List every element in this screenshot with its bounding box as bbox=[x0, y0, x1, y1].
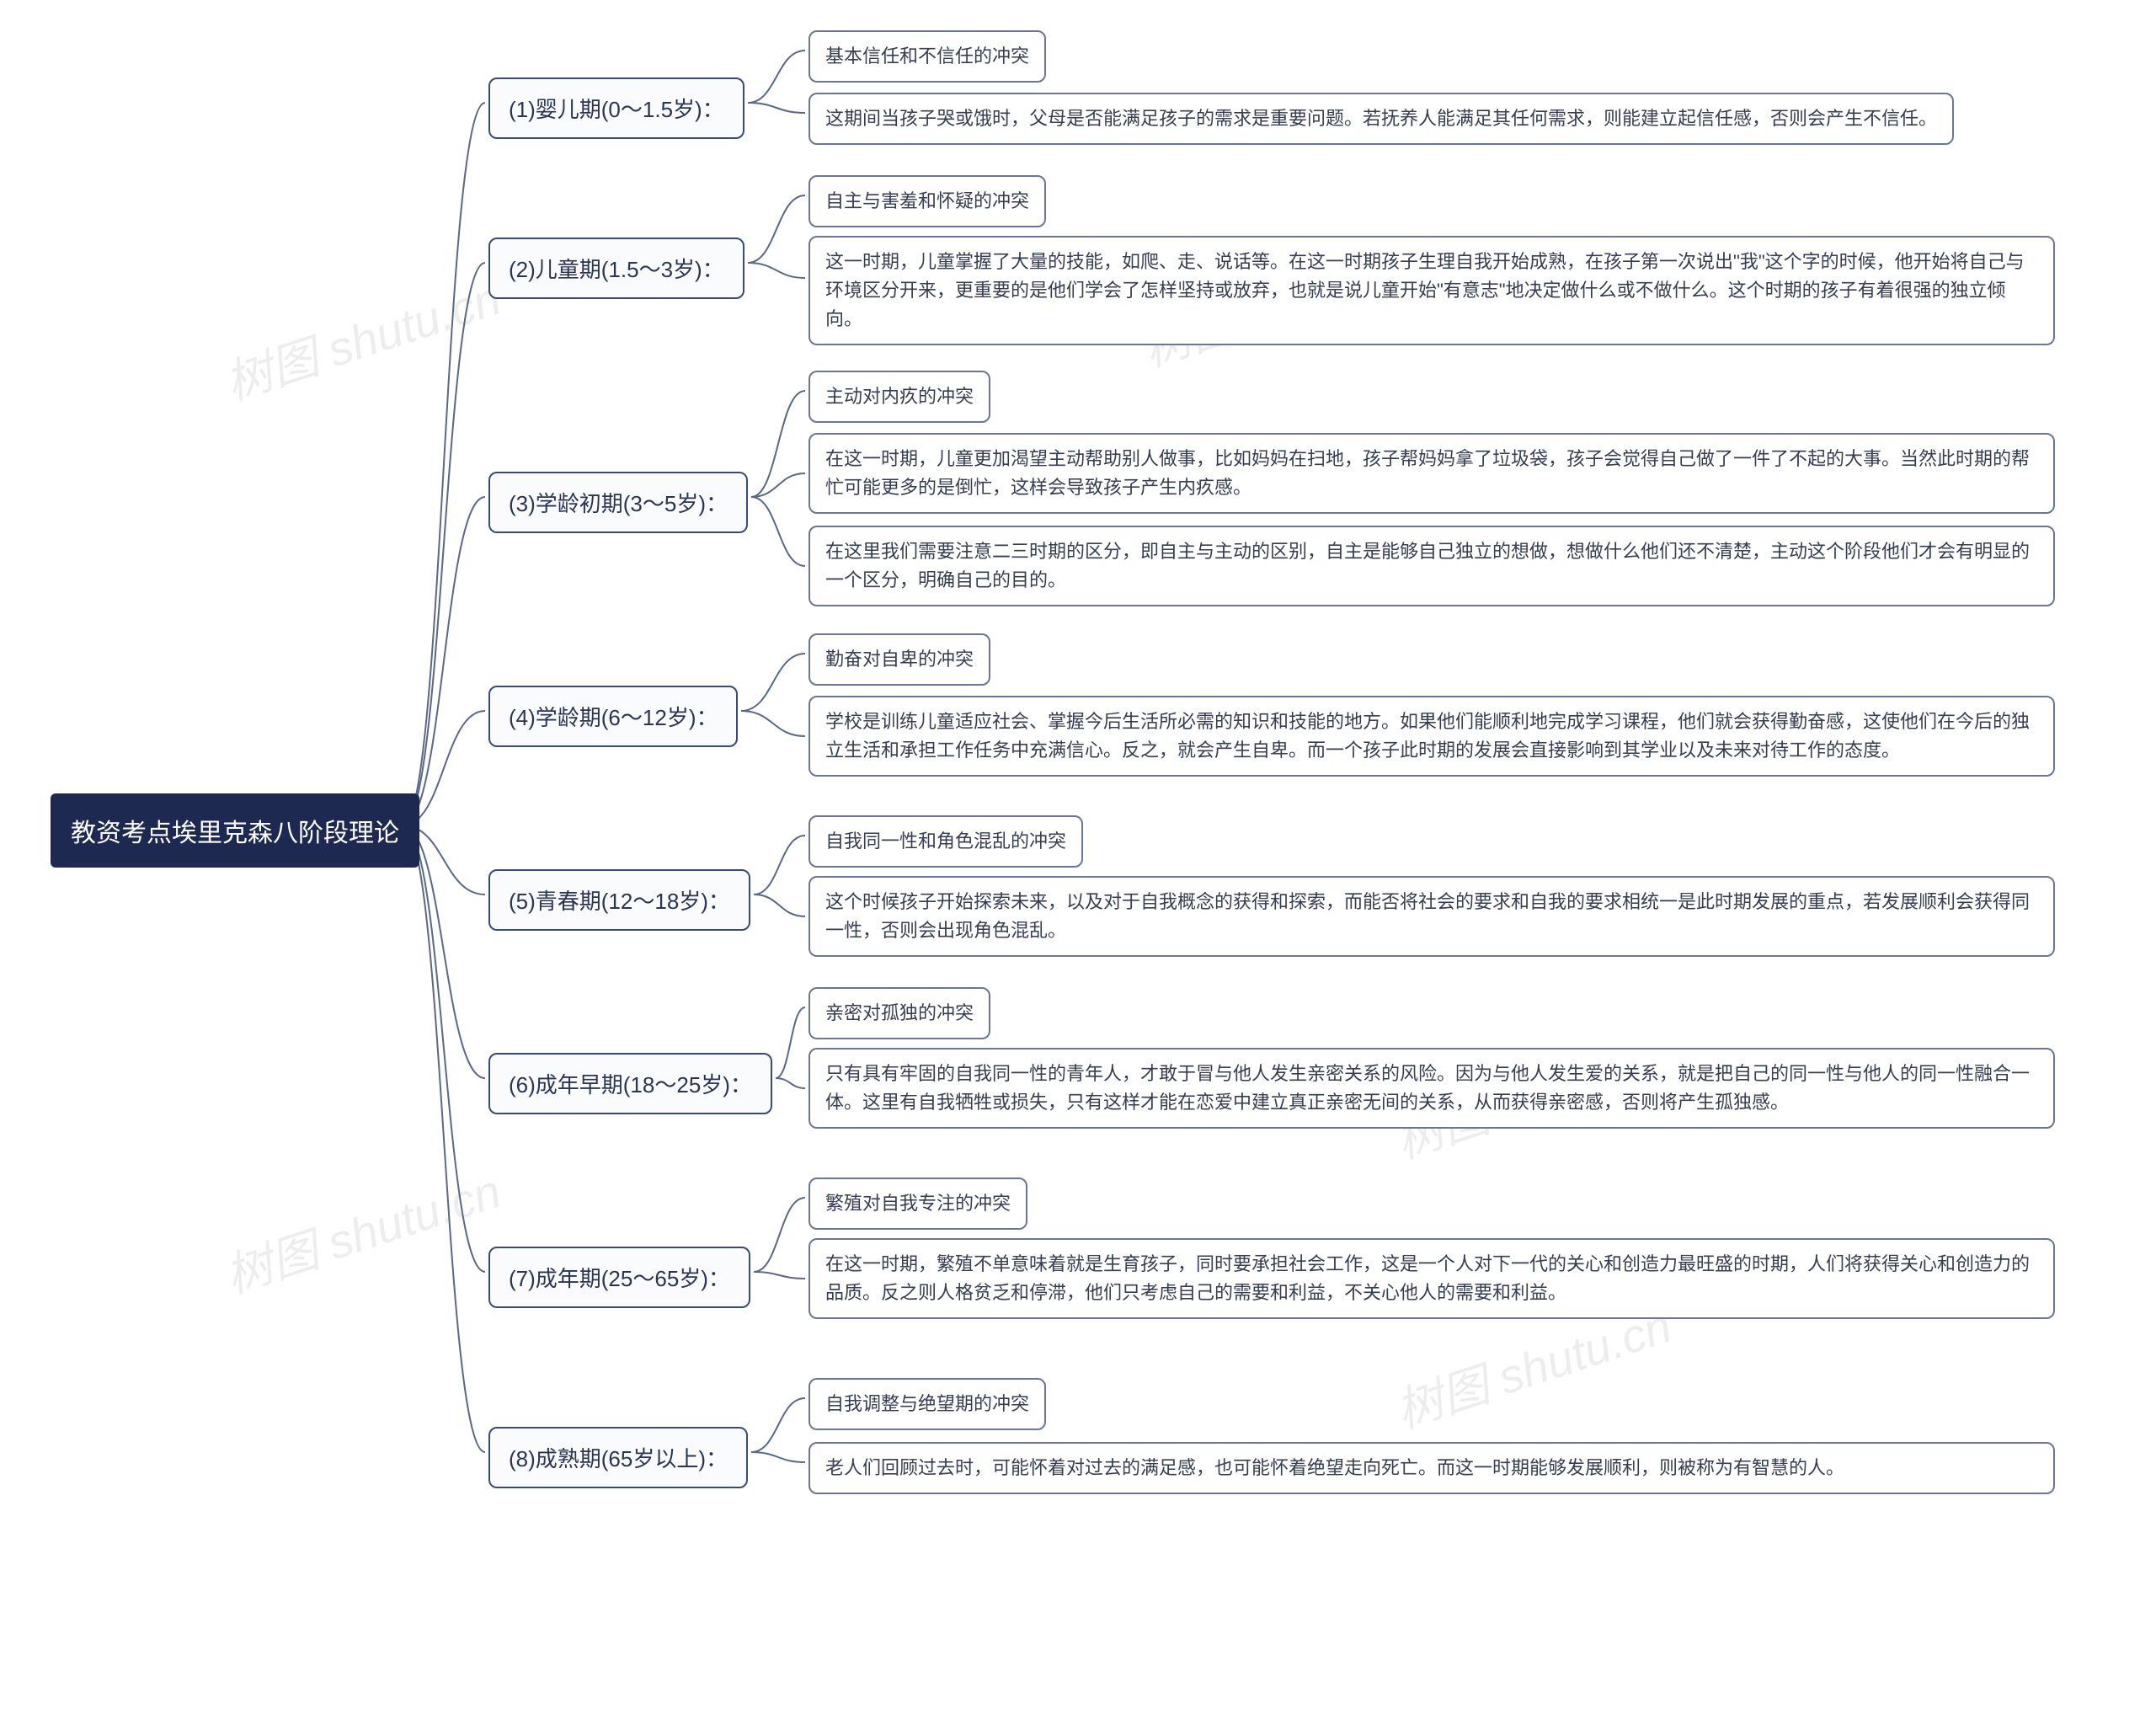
stage-node-5[interactable]: (5)青春期(12～18岁)： bbox=[488, 869, 750, 931]
detail-node[interactable]: 在这一时期，儿童更加渴望主动帮助别人做事，比如妈妈在扫地，孩子帮妈妈拿了垃圾袋，… bbox=[808, 433, 2055, 514]
stage-node-6[interactable]: (6)成年早期(18～25岁)： bbox=[488, 1053, 772, 1114]
detail-node[interactable]: 这一时期，儿童掌握了大量的技能，如爬、走、说话等。在这一时期孩子生理自我开始成熟… bbox=[808, 236, 2055, 345]
detail-node[interactable]: 基本信任和不信任的冲突 bbox=[808, 30, 1046, 83]
watermark: 树图 shutu.cn bbox=[216, 1154, 509, 1307]
detail-node[interactable]: 自我调整与绝望期的冲突 bbox=[808, 1378, 1046, 1430]
detail-node[interactable]: 主动对内疚的冲突 bbox=[808, 371, 990, 423]
detail-node[interactable]: 学校是训练儿童适应社会、掌握今后生活所必需的知识和技能的地方。如果他们能顺利地完… bbox=[808, 696, 2055, 777]
detail-node[interactable]: 在这一时期，繁殖不单意味着就是生育孩子，同时要承担社会工作，这是一个人对下一代的… bbox=[808, 1238, 2055, 1319]
stage-node-7[interactable]: (7)成年期(25～65岁)： bbox=[488, 1247, 750, 1308]
stage-node-8[interactable]: (8)成熟期(65岁以上)： bbox=[488, 1427, 748, 1488]
watermark: 树图 shutu.cn bbox=[216, 261, 509, 414]
stage-node-4[interactable]: (4)学龄期(6～12岁)： bbox=[488, 686, 738, 747]
detail-node[interactable]: 只有具有牢固的自我同一性的青年人，才敢于冒与他人发生亲密关系的风险。因为与他人发… bbox=[808, 1048, 2055, 1129]
detail-node[interactable]: 这期间当孩子哭或饿时，父母是否能满足孩子的需求是重要问题。若抚养人能满足其任何需… bbox=[808, 93, 1954, 145]
stage-node-1[interactable]: (1)婴儿期(0～1.5岁)： bbox=[488, 77, 744, 139]
stage-node-3[interactable]: (3)学龄初期(3～5岁)： bbox=[488, 472, 748, 533]
stage-node-2[interactable]: (2)儿童期(1.5～3岁)： bbox=[488, 238, 744, 299]
detail-node[interactable]: 老人们回顾过去时，可能怀着对过去的满足感，也可能怀着绝望走向死亡。而这一时期能够… bbox=[808, 1442, 2055, 1494]
detail-node[interactable]: 自主与害羞和怀疑的冲突 bbox=[808, 175, 1046, 227]
detail-node[interactable]: 繁殖对自我专注的冲突 bbox=[808, 1178, 1027, 1230]
detail-node[interactable]: 自我同一性和角色混乱的冲突 bbox=[808, 815, 1083, 868]
detail-node[interactable]: 这个时候孩子开始探索未来，以及对于自我概念的获得和探索，而能否将社会的要求和自我… bbox=[808, 876, 2055, 957]
detail-node[interactable]: 亲密对孤独的冲突 bbox=[808, 987, 990, 1039]
detail-node[interactable]: 勤奋对自卑的冲突 bbox=[808, 633, 990, 686]
root-node[interactable]: 教资考点埃里克森八阶段理论 bbox=[51, 793, 419, 868]
mindmap-canvas: 树图 shutu.cn 树图 shutu.cn 树图 shutu.cn 树图 s… bbox=[0, 0, 2156, 1709]
detail-node[interactable]: 在这里我们需要注意二三时期的区分，即自主与主动的区别，自主是能够自己独立的想做，… bbox=[808, 526, 2055, 606]
